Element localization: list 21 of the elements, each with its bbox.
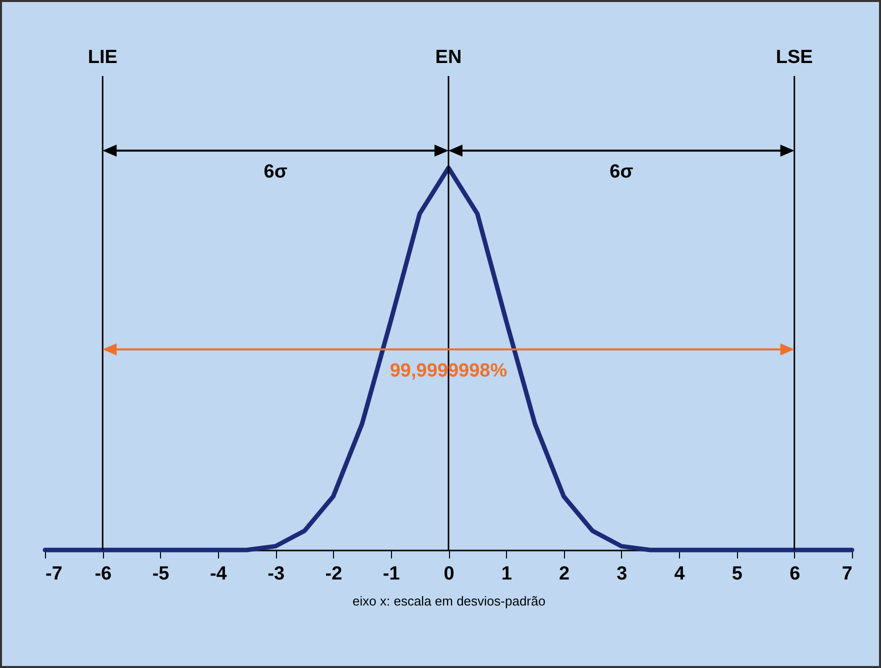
x-tick-label: -5 [152,564,170,584]
x-tick-label: 5 [732,564,743,584]
ref-line-label: LIE [88,46,118,68]
x-tick-label: 6 [790,564,800,584]
x-tick-label: 7 [842,564,852,584]
x-tick-label: -7 [46,564,62,584]
x-tick-label: -2 [325,564,342,584]
ref-line-label: EN [435,46,462,68]
x-tick-label: 2 [558,564,570,584]
x-tick-label: 0 [444,564,454,584]
x-tick-label: -1 [382,564,400,584]
x-tick-label: 1 [501,564,512,584]
x-tick-label: 4 [674,564,686,584]
x-tick-label: -6 [94,564,112,584]
annotation: 6σ [264,162,288,183]
x-tick-label: 3 [616,564,628,584]
x-tick-label: -3 [268,564,285,584]
annotation: 6σ [610,162,634,183]
x-axis-title: eixo x: escala em desvios-padrão [352,594,546,608]
ref-line-label: LSE [776,46,813,68]
x-tick-label: -4 [210,564,228,584]
